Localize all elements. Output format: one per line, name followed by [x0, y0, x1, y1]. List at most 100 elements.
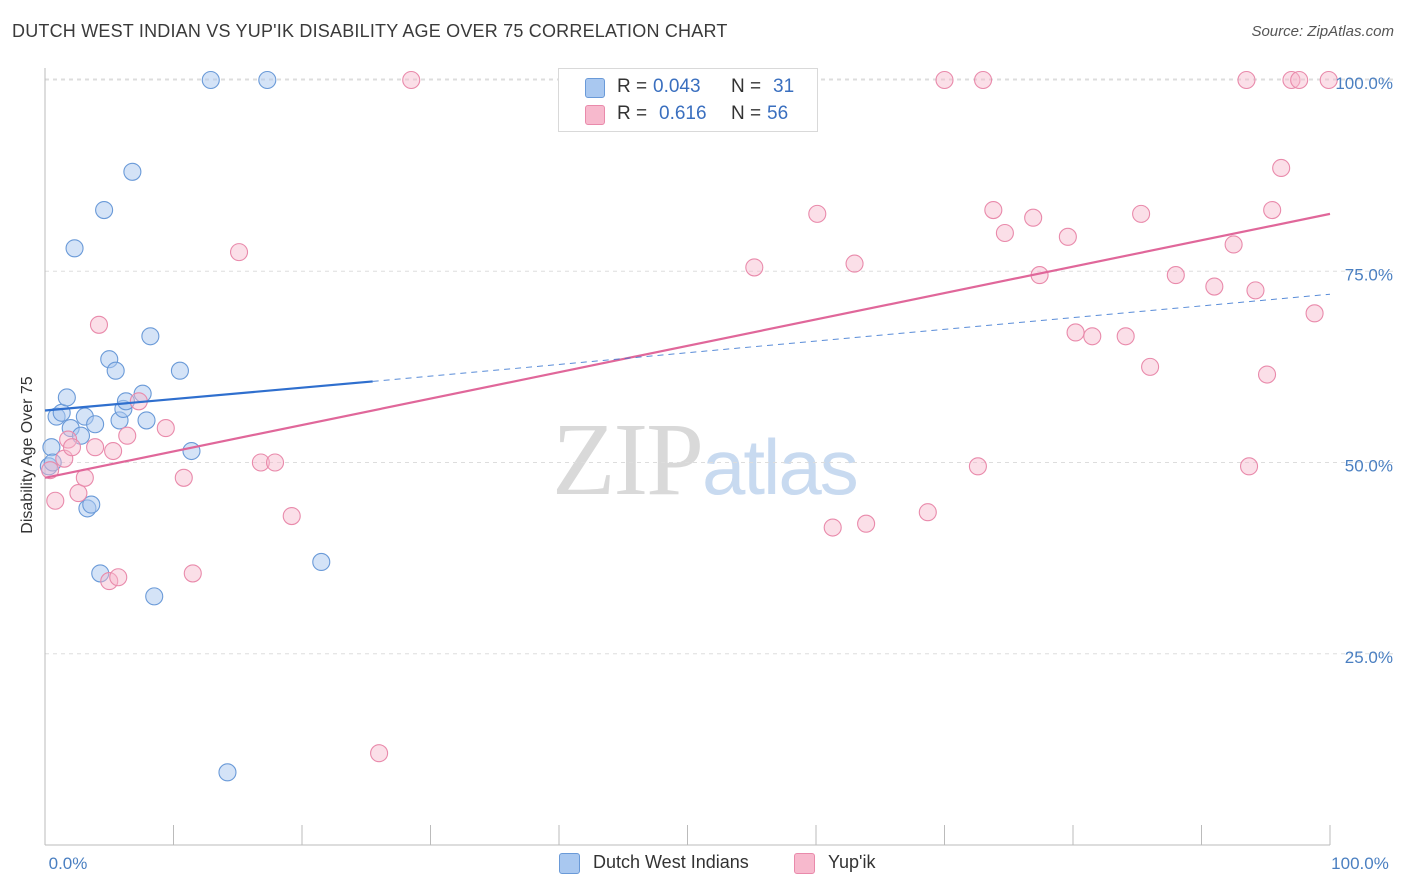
data-point-dutch-west-indians: [86, 415, 105, 434]
data-point-dutch-west-indians: [57, 388, 76, 407]
legend-swatch-pink: [585, 105, 605, 125]
y-tick-label: 75.0%: [1345, 265, 1393, 284]
source-label: Source: ZipAtlas.com: [1251, 23, 1394, 40]
legend-r-label: R =: [617, 103, 648, 124]
grid-lines: [45, 78, 1395, 655]
data-point-yupik: [1290, 70, 1309, 90]
bottom-legend-swatch-pink: [794, 853, 815, 874]
data-point-yupik: [1319, 70, 1338, 90]
data-point-yupik: [370, 744, 389, 763]
data-point-yupik: [845, 254, 864, 273]
bottom-legend-label: Yup'ik: [828, 852, 876, 872]
data-point-dutch-west-indians: [141, 327, 160, 346]
data-point-yupik: [1272, 158, 1291, 178]
watermark: ZIPatlas: [552, 400, 859, 519]
data-point-yupik: [1058, 227, 1077, 246]
data-point-yupik: [968, 457, 987, 476]
trend-line-yupik: [44, 212, 1331, 479]
y-axis-label: Disability Age Over 75: [19, 376, 36, 534]
data-point-yupik: [109, 568, 128, 587]
data-point-dutch-west-indians: [182, 441, 201, 461]
data-point-yupik: [1205, 277, 1224, 296]
data-point-yupik: [251, 453, 270, 472]
data-point-yupik: [1066, 323, 1085, 342]
data-point-yupik: [100, 572, 119, 591]
data-point-yupik: [1166, 266, 1185, 285]
data-point-yupik: [1083, 327, 1102, 346]
legend-r-label: R =: [617, 76, 648, 97]
data-point-yupik: [86, 438, 105, 457]
y-tick-label: 25.0%: [1345, 648, 1393, 667]
watermark-zip: ZIP: [552, 402, 704, 517]
trend-line-dutch-west-indians-extrapolated: [372, 293, 1331, 382]
data-point-dutch-west-indians: [123, 162, 142, 181]
data-point-dutch-west-indians: [218, 763, 237, 782]
data-point-dutch-west-indians: [65, 239, 84, 258]
data-point-yupik: [1257, 365, 1277, 384]
data-point-dutch-west-indians: [170, 361, 189, 380]
data-point-yupik: [69, 484, 88, 503]
bottom-legend-label: Dutch West Indians: [593, 852, 749, 872]
data-point-dutch-west-indians: [258, 70, 277, 90]
data-point-yupik: [1024, 208, 1043, 227]
data-point-yupik: [156, 419, 175, 438]
data-point-dutch-west-indians: [201, 70, 220, 90]
data-point-yupik: [1263, 201, 1282, 220]
legend-r-value: 0.616: [659, 103, 707, 124]
data-point-dutch-west-indians: [145, 587, 164, 606]
data-point-yupik: [1282, 70, 1301, 90]
data-point-dutch-west-indians: [137, 411, 156, 430]
data-point-yupik: [1116, 327, 1135, 346]
data-point-dutch-west-indians: [106, 361, 125, 380]
series-yupik: [41, 70, 1338, 763]
legend-r-value: 0.043: [653, 76, 701, 97]
chart-title: DUTCH WEST INDIAN VS YUP'IK DISABILITY A…: [12, 21, 728, 41]
data-point-yupik: [984, 201, 1003, 220]
y-tick-label: 100.0%: [1335, 74, 1393, 93]
data-point-yupik: [823, 518, 842, 537]
data-point-yupik: [1239, 457, 1259, 476]
data-point-yupik: [745, 258, 764, 277]
data-point-yupik: [935, 70, 954, 90]
trend-lines: [44, 212, 1331, 479]
data-point-dutch-west-indians: [52, 403, 71, 422]
data-point-yupik: [857, 514, 876, 533]
data-point-yupik: [1132, 204, 1151, 223]
correlation-legend: R = 0.043 N = 31 R = 0.616 N = 56: [558, 68, 818, 132]
data-point-yupik: [118, 426, 137, 445]
y-tick-label: 50.0%: [1345, 457, 1393, 476]
data-point-yupik: [808, 204, 827, 223]
bottom-legend-swatch-blue: [559, 853, 580, 874]
legend-n-label: N =: [731, 76, 762, 97]
data-point-yupik: [1305, 304, 1324, 323]
tick-labels: 25.0% 50.0% 75.0% 100.0% 0.0% 100.0%: [49, 74, 1393, 873]
trend-line-dutch-west-indians: [44, 380, 373, 412]
series-dutch-west-indians: [39, 70, 331, 782]
x-tick-label: 0.0%: [49, 854, 88, 873]
data-point-dutch-west-indians: [82, 495, 101, 514]
data-point-yupik: [183, 564, 202, 583]
data-point-dutch-west-indians: [116, 392, 136, 411]
data-point-yupik: [1141, 357, 1160, 376]
data-point-yupik: [46, 491, 65, 510]
data-point-yupik: [174, 468, 193, 487]
data-point-yupik: [89, 315, 109, 334]
data-point-yupik: [62, 438, 82, 457]
x-tick-label: 100.0%: [1331, 854, 1389, 873]
data-point-yupik: [282, 506, 301, 526]
axes: [44, 68, 1331, 846]
data-point-yupik: [973, 70, 993, 90]
data-point-yupik: [1237, 70, 1256, 90]
data-point-dutch-west-indians: [95, 201, 114, 220]
legend-n-value: 56: [767, 103, 789, 124]
data-point-yupik: [229, 243, 249, 262]
legend-n-value: 31: [773, 76, 795, 97]
legend-n-label: N =: [731, 103, 762, 124]
data-point-dutch-west-indians: [312, 552, 331, 572]
data-point-yupik: [918, 503, 937, 522]
data-point-yupik: [995, 223, 1014, 243]
watermark-atlas: atlas: [702, 423, 859, 511]
data-point-yupik: [104, 441, 123, 461]
data-point-yupik: [41, 461, 60, 480]
